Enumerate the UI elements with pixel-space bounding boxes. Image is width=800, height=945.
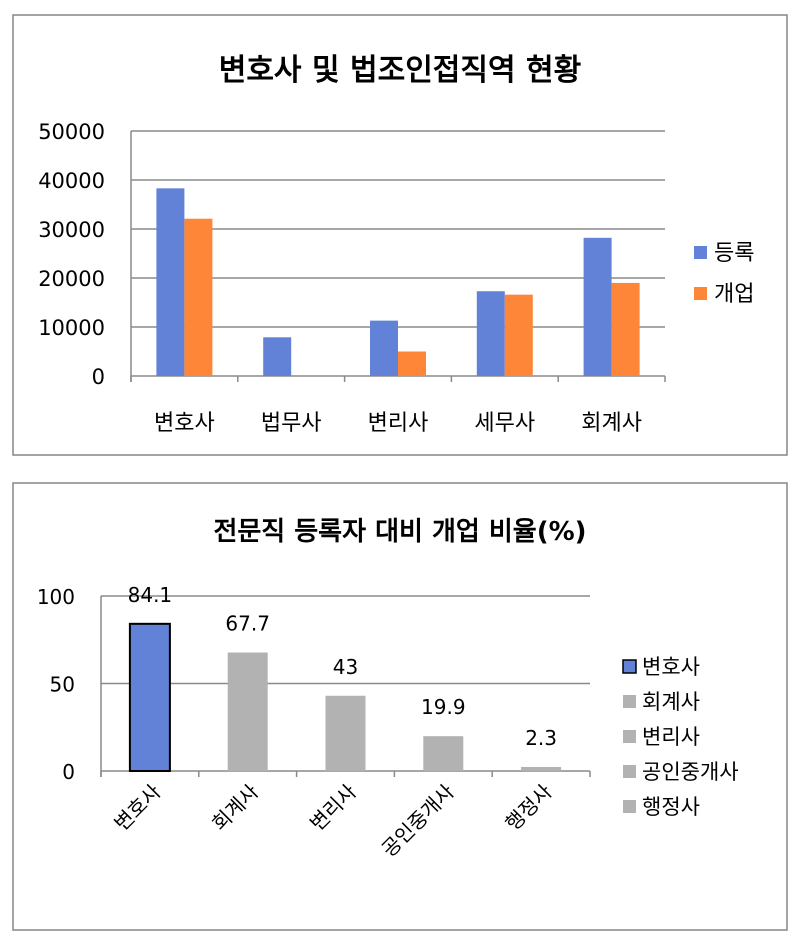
data-label: 67.7: [225, 612, 270, 636]
y-tick-label: 0: [92, 365, 105, 389]
y-tick-label: 10000: [38, 316, 105, 340]
chart1-frame: [12, 14, 788, 456]
bar: [521, 766, 562, 771]
bar-등록: [370, 320, 398, 376]
legend-label: 변리사: [642, 725, 700, 749]
y-tick-label: 100: [37, 585, 75, 609]
legend-label: 등록: [714, 241, 754, 266]
legend-label: 공인중개사: [642, 760, 739, 784]
x-tick-label: 변리사: [368, 411, 429, 436]
x-tick-label: 회계사: [581, 411, 642, 436]
data-label: 43: [333, 655, 358, 679]
y-tick-label: 50000: [38, 120, 105, 144]
x-tick-label: 세무사: [474, 411, 535, 436]
legend-swatch: [623, 800, 636, 813]
legend-swatch: [623, 730, 636, 743]
bar-등록: [476, 291, 505, 376]
legend-swatch: [623, 765, 636, 778]
y-tick-label: 30000: [38, 218, 105, 242]
x-tick-label: 법무사: [261, 411, 322, 436]
bar-등록: [156, 188, 185, 376]
legend-label: 개업: [714, 282, 754, 307]
bar: [227, 652, 268, 771]
bar-개업: [611, 282, 640, 376]
legend-swatch: [622, 659, 637, 674]
y-tick-label: 40000: [38, 169, 105, 193]
legend-label: 변호사: [642, 655, 700, 679]
bar-등록: [263, 337, 292, 376]
chart2-title: 전문직 등록자 대비 개업 비율(%): [213, 517, 586, 547]
y-tick-label: 50: [50, 673, 75, 697]
bar: [423, 736, 464, 771]
x-tick-label: 변호사: [154, 411, 215, 436]
y-tick-label: 20000: [38, 267, 105, 291]
data-label: 2.3: [525, 726, 557, 750]
bar: [325, 695, 366, 771]
y-tick-label: 0: [62, 760, 75, 784]
legend-swatch: [694, 246, 707, 259]
data-label: 19.9: [421, 695, 466, 719]
chart1-title: 변호사 및 법조인접직역 현황: [219, 53, 582, 88]
legend-label: 회계사: [642, 690, 700, 714]
bar-개업: [398, 351, 426, 376]
legend-swatch: [694, 287, 707, 300]
bar: [128, 622, 171, 773]
legend-label: 행정사: [642, 795, 700, 819]
bar-개업: [504, 294, 533, 376]
data-label: 84.1: [128, 583, 173, 607]
legend-swatch: [623, 695, 636, 708]
bar-등록: [583, 237, 612, 376]
bar-개업: [184, 218, 213, 376]
